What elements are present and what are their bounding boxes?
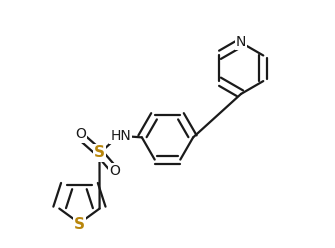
Text: O: O bbox=[109, 164, 120, 179]
Text: S: S bbox=[74, 217, 85, 232]
Text: HN: HN bbox=[110, 129, 131, 143]
Text: O: O bbox=[75, 127, 86, 141]
Text: S: S bbox=[94, 146, 105, 160]
Text: N: N bbox=[236, 34, 246, 49]
